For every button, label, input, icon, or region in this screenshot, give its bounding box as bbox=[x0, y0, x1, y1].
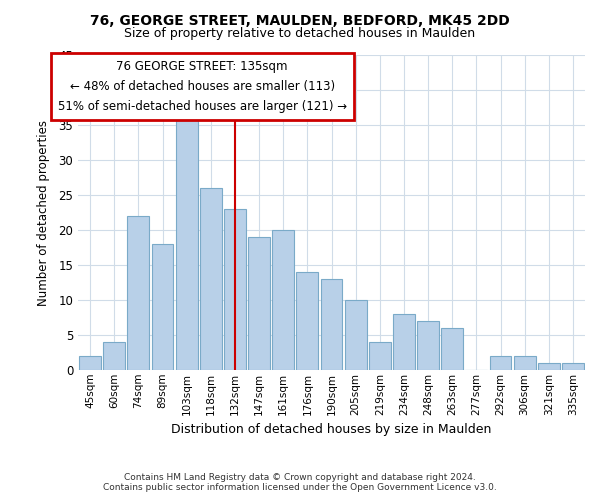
Bar bbox=[514, 356, 536, 370]
Text: Contains HM Land Registry data © Crown copyright and database right 2024.
Contai: Contains HM Land Registry data © Crown c… bbox=[103, 473, 497, 492]
Bar bbox=[369, 342, 391, 370]
Bar bbox=[393, 314, 415, 370]
Bar bbox=[320, 279, 343, 370]
Text: Size of property relative to detached houses in Maulden: Size of property relative to detached ho… bbox=[124, 28, 476, 40]
Bar bbox=[538, 363, 560, 370]
Bar bbox=[490, 356, 511, 370]
Bar bbox=[103, 342, 125, 370]
Bar bbox=[224, 209, 246, 370]
Bar bbox=[127, 216, 149, 370]
Bar bbox=[248, 237, 270, 370]
Text: 76, GEORGE STREET, MAULDEN, BEDFORD, MK45 2DD: 76, GEORGE STREET, MAULDEN, BEDFORD, MK4… bbox=[90, 14, 510, 28]
Bar bbox=[79, 356, 101, 370]
X-axis label: Distribution of detached houses by size in Maulden: Distribution of detached houses by size … bbox=[172, 423, 491, 436]
Y-axis label: Number of detached properties: Number of detached properties bbox=[37, 120, 50, 306]
Bar bbox=[442, 328, 463, 370]
Bar bbox=[152, 244, 173, 370]
Bar bbox=[176, 111, 197, 370]
Bar bbox=[272, 230, 294, 370]
Bar bbox=[562, 363, 584, 370]
Bar bbox=[200, 188, 221, 370]
Bar bbox=[345, 300, 367, 370]
Bar bbox=[296, 272, 318, 370]
Bar bbox=[417, 321, 439, 370]
Text: 76 GEORGE STREET: 135sqm
← 48% of detached houses are smaller (113)
51% of semi-: 76 GEORGE STREET: 135sqm ← 48% of detach… bbox=[58, 60, 347, 112]
